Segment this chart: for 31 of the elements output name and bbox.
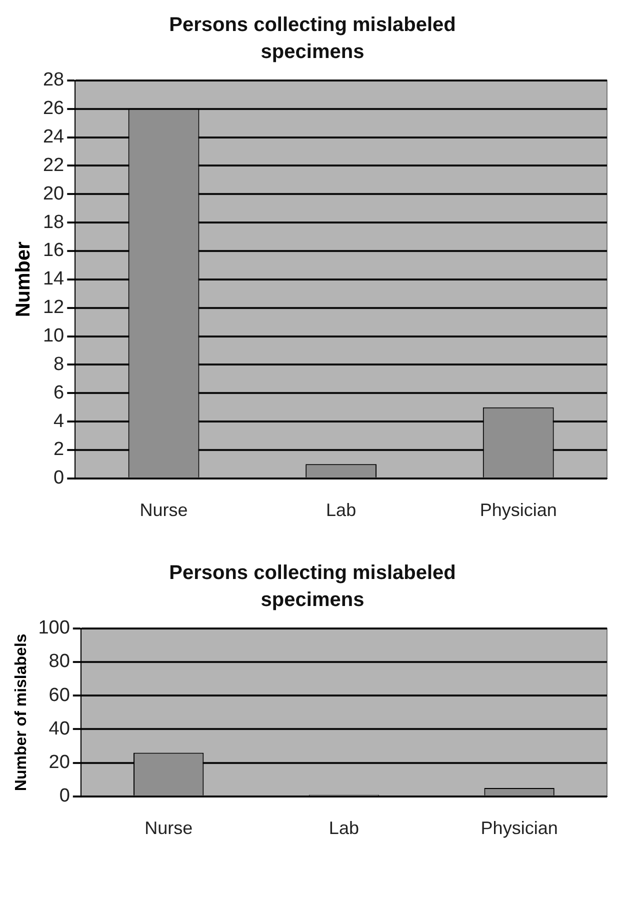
y-tick-label: 18: [42, 212, 64, 233]
y-tick-label: 40: [48, 718, 70, 740]
y-tick-label: 2: [54, 439, 64, 460]
y-tick-label: 6: [54, 382, 64, 404]
y-tick-label: 8: [54, 354, 64, 375]
x-tick-label: Lab: [326, 500, 356, 520]
x-tick-label: Physician: [480, 500, 557, 520]
y-tick-label: 60: [48, 684, 70, 706]
y-tick-label: 0: [59, 786, 70, 807]
chart-title: Persons collecting mislabeled specimens: [168, 561, 457, 613]
y-tick-label: 4: [54, 410, 65, 432]
x-tick-label: Nurse: [144, 818, 193, 838]
chart-title: Persons collecting mislabeled specimens: [168, 13, 457, 65]
y-tick-label: 14: [42, 268, 65, 290]
y-axis-title: Number of mislabels: [13, 634, 30, 792]
x-tick-label: Physician: [480, 818, 558, 838]
y-tick-label: 26: [42, 98, 64, 120]
y-tick-label: 20: [42, 183, 64, 204]
y-tick-label: 28: [42, 70, 64, 91]
y-tick-label: 0: [54, 468, 64, 489]
y-tick-label: 100: [38, 618, 70, 639]
y-tick-label: 24: [42, 126, 65, 148]
y-tick-label: 12: [42, 297, 64, 318]
y-tick-label: 20: [48, 752, 70, 774]
y-tick-label: 16: [42, 240, 64, 262]
x-tick-label: Nurse: [140, 500, 188, 520]
y-axis-title: Number: [12, 241, 35, 318]
y-tick-label: 80: [48, 651, 70, 672]
x-tick-label: Lab: [328, 818, 359, 838]
y-tick-label: 10: [42, 325, 64, 346]
y-tick-label: 22: [42, 154, 64, 176]
